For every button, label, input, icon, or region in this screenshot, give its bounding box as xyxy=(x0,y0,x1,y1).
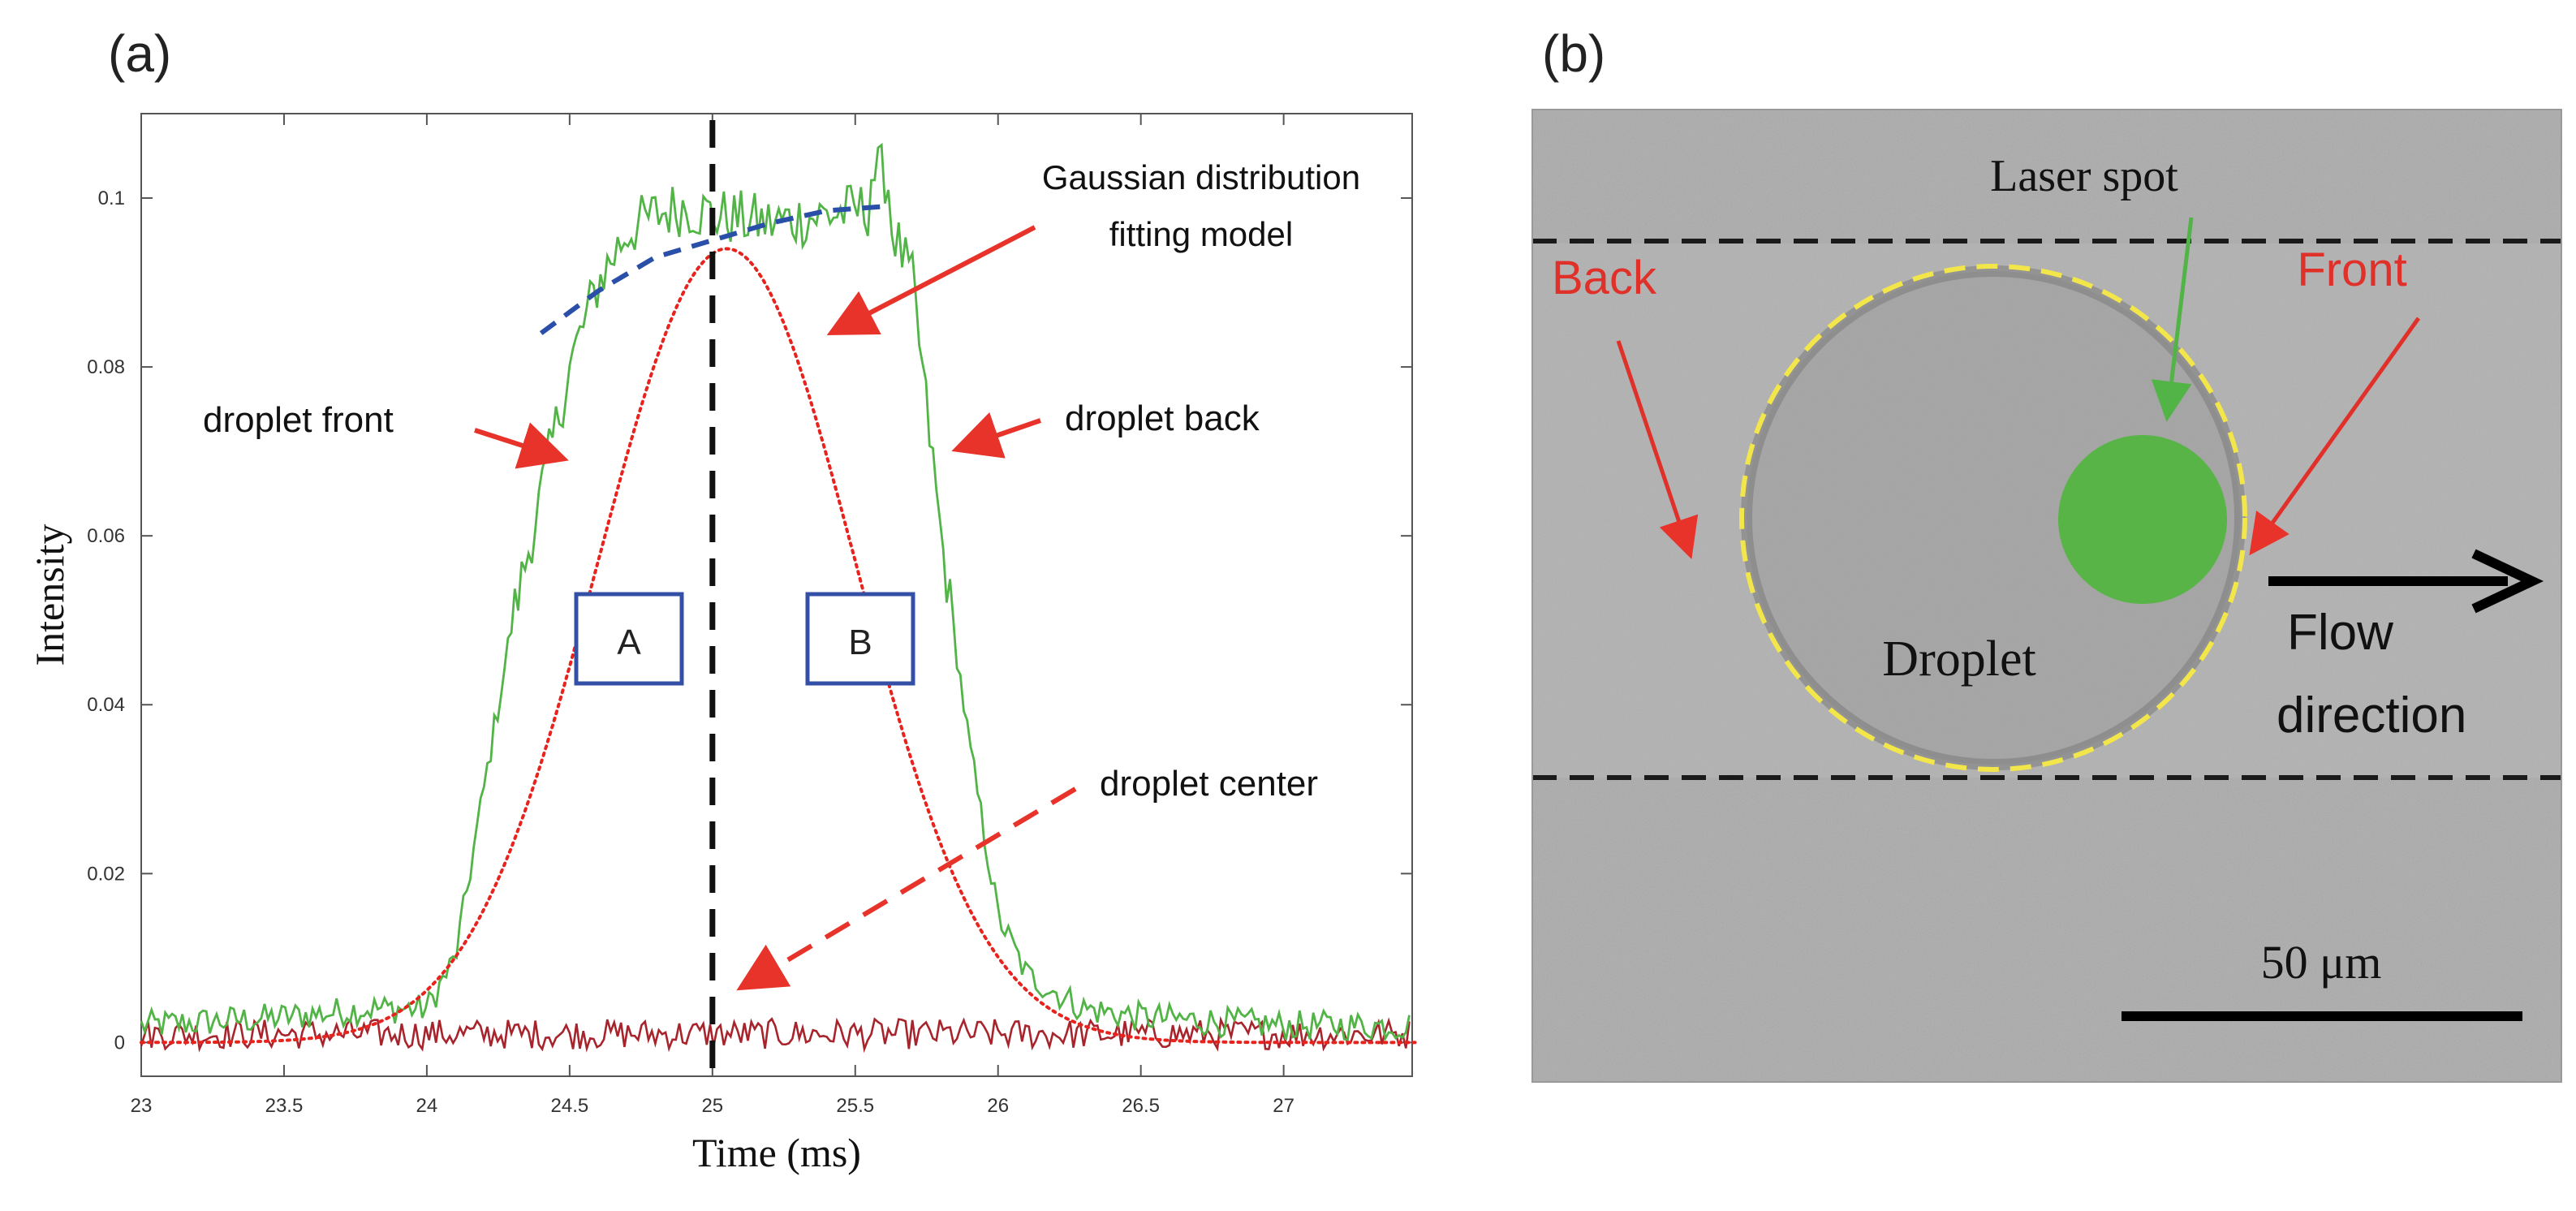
x-tick-label: 27 xyxy=(1273,1095,1294,1117)
droplet-back-annotation: droplet back xyxy=(1065,399,1260,438)
x-tick-label: 26 xyxy=(987,1095,1009,1117)
y-tick-label: 0.06 xyxy=(87,525,125,547)
x-tick-label: 25.5 xyxy=(836,1095,874,1117)
laser-spot-label: Laser spot xyxy=(1990,151,2178,201)
y-tick-label: 0.04 xyxy=(87,694,125,716)
laser-spot xyxy=(2058,435,2227,604)
scale-bar-label: 50 μm xyxy=(2261,936,2382,989)
droplet-body xyxy=(1747,271,2240,765)
x-axis-ticks: 23 23.5 24 24.5 25 25.5 26 26.5 27 xyxy=(131,114,1294,1117)
gaussian-arrow xyxy=(826,225,1036,336)
region-b-label: B xyxy=(848,623,872,662)
plot-frame xyxy=(140,113,1413,1077)
microscope-image: Laser spot Back Front Droplet Flow direc… xyxy=(1532,110,2561,1082)
droplet-front-annotation: droplet front xyxy=(203,400,394,440)
back-arrow xyxy=(1616,340,1699,559)
x-tick-label: 24.5 xyxy=(551,1095,589,1117)
x-tick-label: 25 xyxy=(701,1095,723,1117)
droplet-label: Droplet xyxy=(1882,631,2035,687)
panel-a-label: (a) xyxy=(108,24,171,83)
y-axis-label: Intensity xyxy=(27,524,72,666)
y-tick-label: 0.08 xyxy=(87,356,125,378)
y-tick-label: 0 xyxy=(114,1032,125,1054)
image-border xyxy=(1531,109,2562,1083)
droplet-rim-shade xyxy=(1741,265,2246,770)
front-arrow xyxy=(2249,317,2421,556)
signal-series-line xyxy=(140,142,1411,1042)
flow-direction-arrow-head xyxy=(2471,549,2544,614)
region-a-box xyxy=(574,592,684,686)
y-tick-label: 0.02 xyxy=(87,863,125,885)
gaussian-fit-line xyxy=(140,247,1417,1045)
gaussian-annotation-line2: fitting model xyxy=(1109,215,1293,253)
x-tick-label: 23 xyxy=(131,1095,153,1117)
x-tick-label: 23.5 xyxy=(265,1095,304,1117)
x-tick-label: 26.5 xyxy=(1122,1095,1160,1117)
region-a-label: A xyxy=(617,623,641,662)
droplet-outline xyxy=(1739,264,2247,772)
y-axis-ticks: 0 0.02 0.04 0.06 0.08 0.1 xyxy=(87,187,1412,1054)
droplet-center-annotation: droplet center xyxy=(1100,764,1318,804)
droplet-center-arrow xyxy=(736,787,1077,991)
flow-label-line2: direction xyxy=(2277,687,2466,743)
droplet-front-arrow xyxy=(474,422,569,469)
x-tick-label: 24 xyxy=(416,1095,438,1117)
panel-a: (a) 23 23.5 24 24.5 25 25.5 26 26.5 27 0 0.02 0.04… xyxy=(27,24,1417,1175)
back-label: Back xyxy=(1552,252,1657,304)
front-label: Front xyxy=(2297,243,2406,296)
panel-b-label: (b) xyxy=(1542,24,1605,83)
flow-label-line1: Flow xyxy=(2287,605,2393,661)
y-tick-label: 0.1 xyxy=(98,187,125,209)
droplet-back-arrow xyxy=(951,412,1041,459)
gaussian-annotation-line1: Gaussian distribution xyxy=(1042,158,1360,196)
region-b-box xyxy=(805,592,915,686)
plateau-fit-line xyxy=(539,204,885,335)
x-axis-label: Time (ms) xyxy=(692,1130,861,1175)
laser-spot-arrow xyxy=(2151,217,2194,422)
panel-b: (b) Laser spot Back Front Droplet xyxy=(1531,24,2562,1083)
